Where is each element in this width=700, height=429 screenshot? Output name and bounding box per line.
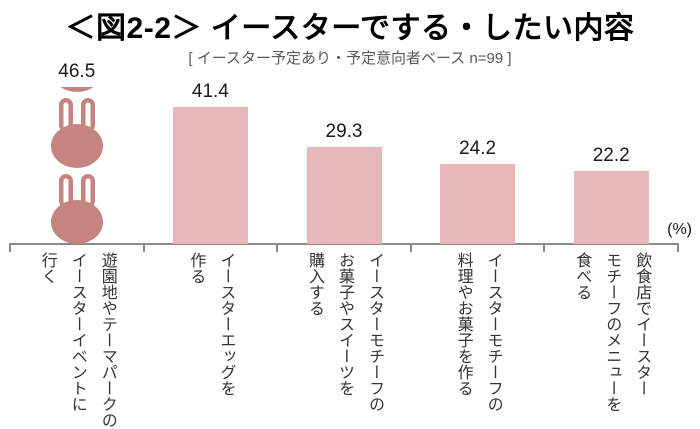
rabbit-pictogram-icon — [50, 22, 103, 244]
bar — [172, 107, 248, 244]
value-label: 22.2 — [592, 145, 630, 166]
axis-tick — [142, 243, 145, 252]
percent-unit-label: (%) — [667, 221, 692, 238]
bar — [573, 171, 649, 244]
x-axis-line — [10, 243, 678, 245]
page-title: ＜図2-2＞ イースターでする・したい内容 — [65, 12, 635, 45]
category-label: 飲食店でイースター モチーフのメニューを 食べる — [573, 252, 651, 412]
bar — [440, 164, 516, 244]
value-label: 29.3 — [325, 121, 363, 142]
axis-tick — [9, 243, 11, 252]
category-label: イースターモチーフの お菓子やスイーツを 購入する — [306, 252, 383, 412]
bar — [306, 147, 382, 244]
value-label: 24.2 — [459, 138, 497, 159]
value-label: 41.4 — [191, 81, 229, 102]
category-label: 遊園地やテーマパークの イースターイベントに 行く — [38, 252, 116, 428]
chart-subtitle: [ イースター予定あり・予定意向者ベース n=99 ] — [188, 50, 512, 67]
axis-tick — [409, 243, 412, 252]
axis-tick — [543, 243, 546, 252]
category-label: イースターエッグを 作る — [187, 252, 235, 396]
axis-tick — [276, 243, 279, 252]
value-label: 46.5 — [58, 61, 96, 82]
axis-tick — [677, 243, 679, 252]
category-label: イースターモチーフの 料理やお菓子を作る — [454, 252, 502, 412]
